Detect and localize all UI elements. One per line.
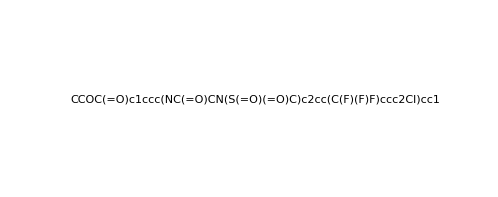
Text: CCOC(=O)c1ccc(NC(=O)CN(S(=O)(=O)C)c2cc(C(F)(F)F)ccc2Cl)cc1: CCOC(=O)c1ccc(NC(=O)CN(S(=O)(=O)C)c2cc(C… <box>70 95 440 104</box>
